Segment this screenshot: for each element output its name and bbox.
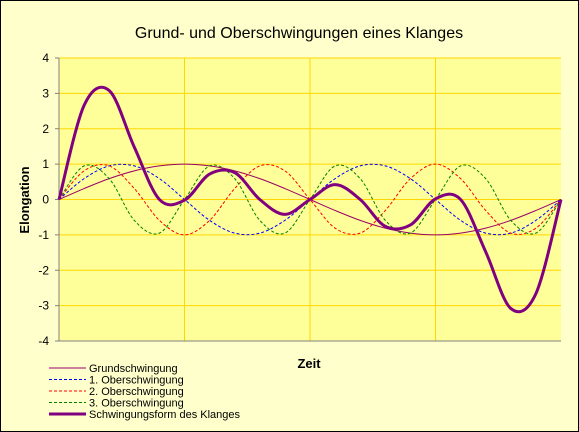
y-tick-label: -4 [38, 334, 49, 348]
legend-label: 3. Oberschwingung [89, 398, 184, 410]
series-layer [57, 85, 563, 314]
y-tick-label: -1 [38, 228, 49, 242]
y-tick-label: 1 [42, 157, 49, 171]
x-axis-label: Zeit [297, 356, 321, 371]
legend-label: 1. Oberschwingung [89, 375, 184, 387]
y-tick-label: -3 [38, 299, 49, 313]
y-tick-label: 0 [42, 193, 49, 207]
axes: -4 -3 -2 -1 0 1 2 3 4 [38, 51, 561, 348]
y-tick-label: -2 [38, 263, 49, 277]
legend-label: Schwingungsform des Klanges [89, 409, 241, 421]
y-tick-label: 2 [42, 122, 49, 136]
y-axis-label: Elongation [17, 166, 32, 233]
y-tick-label: 4 [42, 51, 49, 65]
series-line-4 [57, 85, 563, 314]
legend-label: 2. Oberschwingung [89, 386, 184, 398]
chart-title: Grund- und Oberschwingungen eines Klange… [135, 25, 463, 42]
legend-label: Grundschwingung [89, 363, 178, 375]
y-tick-label: 3 [42, 86, 49, 100]
